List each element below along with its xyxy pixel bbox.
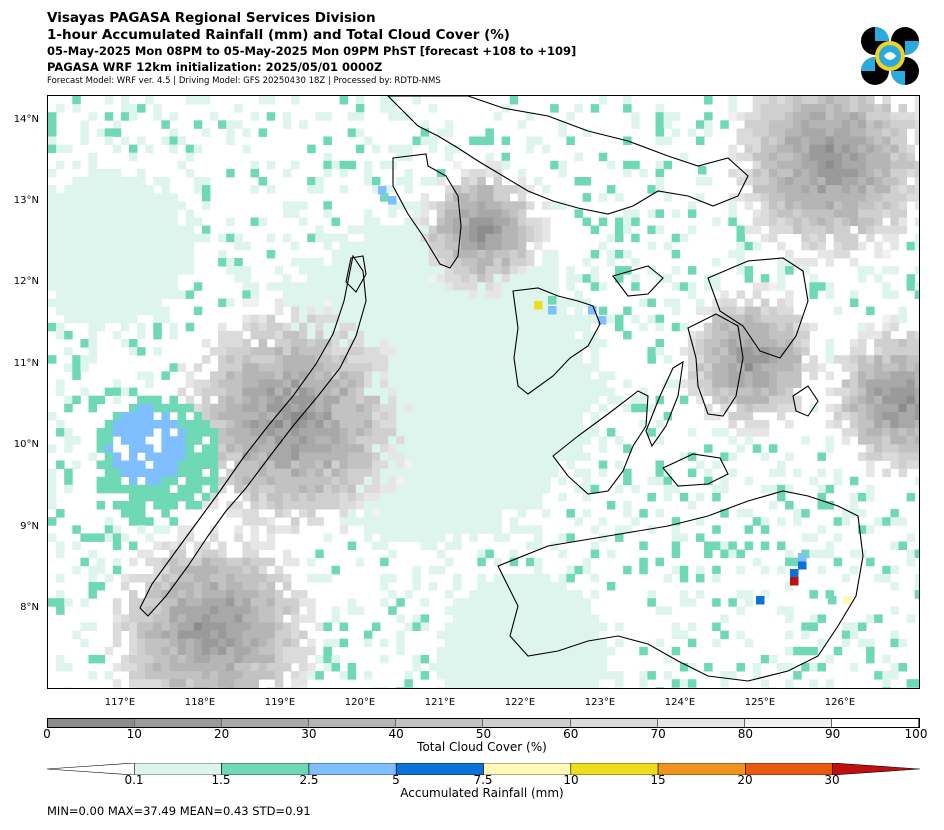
stats-summary: MIN=0.00 MAX=37.49 MEAN=0.43 STD=0.91	[47, 804, 311, 818]
dinagat-coast	[792, 385, 819, 417]
masbate-coast	[612, 265, 664, 297]
rain-legend-title: Accumulated Rainfall (mm)	[400, 786, 564, 800]
rain-color-segment	[570, 763, 659, 775]
calamian-coast	[345, 255, 367, 293]
lon-label-124: 124°E	[664, 697, 696, 708]
lon-label-125: 125°E	[744, 697, 776, 708]
cloud-tick: 70	[650, 727, 666, 741]
cloud-color-segment	[744, 719, 832, 727]
cloud-rain-grid	[48, 96, 919, 688]
rain-tick: 5	[392, 773, 400, 787]
negros-coast	[552, 390, 649, 495]
lon-label-117: 117°E	[104, 697, 136, 708]
coastlines	[139, 96, 864, 682]
mindoro-coast	[392, 153, 462, 269]
title-valid-time: 05-May-2025 Mon 08PM to 05-May-2025 Mon …	[47, 44, 577, 58]
lon-label-126: 126°E	[824, 697, 856, 708]
lon-label-121: 121°E	[424, 697, 456, 708]
rain-tick: 0.1	[124, 773, 144, 787]
cloud-tick: 80	[737, 727, 754, 741]
cloud-tick: 0	[43, 727, 51, 741]
title-division: Visayas PAGASA Regional Services Divisio…	[47, 10, 376, 26]
rain-color-segment	[657, 763, 746, 775]
cloud-tick: 20	[213, 727, 230, 741]
pagasa-logo	[861, 27, 919, 85]
rain-color-segment	[832, 763, 920, 775]
lon-label-123: 123°E	[584, 697, 616, 708]
luzon-coast	[387, 96, 749, 215]
cloud-tick: 40	[388, 727, 404, 741]
title-product: 1-hour Accumulated Rainfall (mm) and Tot…	[47, 27, 510, 43]
lat-label-10: 10°N	[13, 439, 39, 450]
lat-label-8: 8°N	[20, 602, 39, 613]
palawan-coast	[139, 254, 367, 617]
cloud-color-segment	[48, 719, 136, 727]
cloud-color-segment	[483, 719, 571, 727]
rain-color-segment	[483, 763, 572, 775]
lat-label-9: 9°N	[20, 521, 39, 532]
panay-coast	[512, 287, 601, 395]
rainfall-colorbar	[47, 763, 920, 775]
cloud-tick: 100	[904, 727, 928, 741]
lat-label-13: 13°N	[13, 195, 39, 206]
cebu-coast	[645, 360, 684, 448]
lon-label-119: 119°E	[264, 697, 296, 708]
rain-color-segment	[47, 763, 135, 775]
title-model-info: Forecast Model: WRF ver. 4.5 | Driving M…	[47, 76, 441, 86]
rain-tick: 20	[737, 773, 753, 787]
rain-tick: 30	[824, 773, 840, 787]
cloud-color-segment	[831, 719, 919, 727]
rain-color-segment	[745, 763, 834, 775]
cloud-tick: 60	[563, 727, 579, 741]
cloud-color-segment	[657, 719, 745, 727]
cloud-legend-title: Total Cloud Cover (%)	[417, 740, 547, 754]
lon-label-118: 118°E	[184, 697, 216, 708]
rain-tick: 10	[563, 773, 579, 787]
lat-label-11: 11°N	[13, 358, 39, 369]
cloud-color-segment	[396, 719, 484, 727]
forecast-map	[47, 95, 920, 689]
map-canvas	[48, 96, 919, 688]
cloud-tick: 50	[475, 727, 492, 741]
cloud-color-segment	[222, 719, 310, 727]
cloud-tick: 90	[825, 727, 841, 741]
rain-color-segment	[221, 763, 310, 775]
rain-tick: 15	[650, 773, 666, 787]
lon-label-122: 122°E	[504, 697, 536, 708]
cloud-color-segment	[570, 719, 658, 727]
rain-tick: 1.5	[211, 773, 231, 787]
rain-tick: 7.5	[473, 773, 493, 787]
rain-color-segment	[395, 763, 484, 775]
rain-color-segment	[308, 763, 397, 775]
rain-tick: 2.5	[299, 773, 319, 787]
cloud-color-segment	[135, 719, 223, 727]
cloud-tick: 10	[126, 727, 142, 741]
cloud-cover-colorbar	[47, 718, 920, 728]
rain-color-segment	[134, 763, 222, 775]
mindanao-coast	[497, 490, 864, 682]
samar-coast	[707, 257, 809, 359]
cloud-color-segment	[309, 719, 397, 727]
bohol-coast	[662, 453, 729, 487]
lat-label-12: 12°N	[13, 276, 39, 287]
leyte-coast	[687, 313, 744, 417]
title-init: PAGASA WRF 12km initialization: 2025/05/…	[47, 60, 383, 74]
lon-label-120: 120°E	[344, 697, 376, 708]
cloud-tick: 30	[301, 727, 317, 741]
lat-label-14: 14°N	[13, 114, 39, 125]
